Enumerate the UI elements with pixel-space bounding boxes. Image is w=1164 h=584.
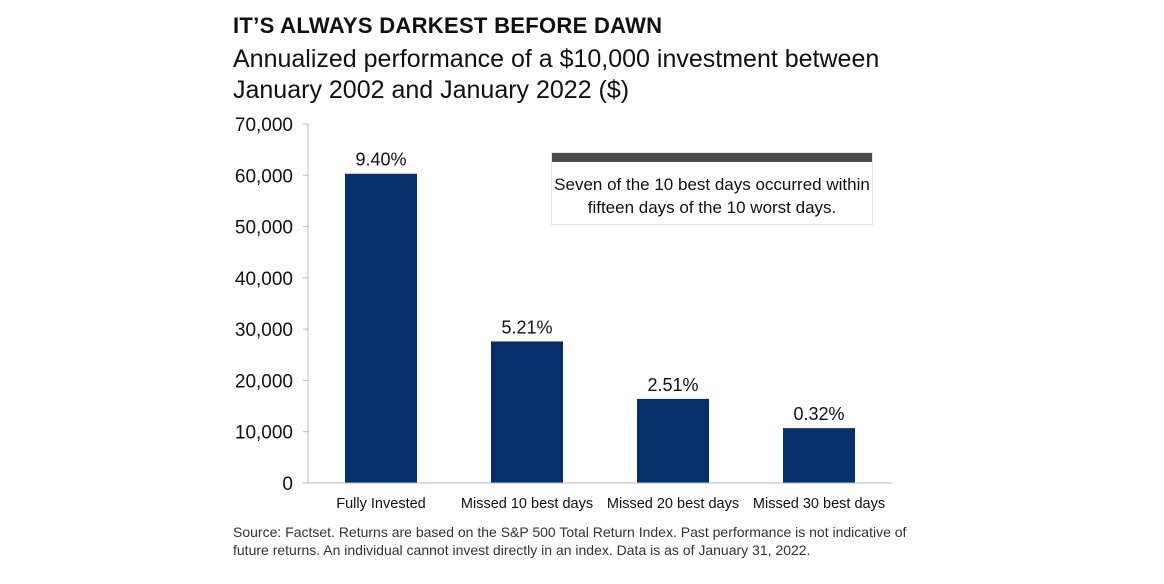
callout-box: Seven of the 10 best days occurred withi…: [551, 152, 873, 225]
bar-data-label: 5.21%: [501, 317, 552, 337]
y-tick-label: 40,000: [235, 269, 293, 290]
x-tick-label: Missed 30 best days: [753, 496, 885, 512]
data-labels: 9.40% 5.21% 2.51% 0.32%: [355, 150, 844, 424]
y-axis: 0 10,000 20,000 30,000 40,000 50,000 60,000 70,…: [235, 115, 309, 495]
x-tick-label: Fully Invested: [336, 496, 425, 512]
callout-accent-bar: [552, 153, 872, 162]
x-tick-label: Missed 20 best days: [607, 496, 739, 512]
y-tick-label: 50,000: [235, 218, 293, 239]
bars: [345, 173, 855, 484]
source-note: Source: Factset. Returns are based on th…: [233, 524, 907, 558]
y-tick-label: 0: [282, 474, 293, 495]
chart-kicker: IT’S ALWAYS DARKEST BEFORE DAWN: [233, 13, 663, 38]
y-tick-label: 10,000: [235, 423, 293, 444]
bar: [637, 398, 709, 483]
bar-data-label: 9.40%: [355, 150, 406, 170]
x-tick-label: Missed 10 best days: [461, 496, 593, 512]
chart-subtitle: Annualized performance of a $10,000 inve…: [233, 45, 880, 104]
y-tick-label: 30,000: [235, 320, 293, 341]
bar: [783, 428, 855, 483]
bar: [491, 341, 563, 483]
y-tick-label: 60,000: [235, 166, 293, 187]
y-tick-label: 70,000: [235, 115, 293, 136]
bar: [345, 173, 417, 484]
callout-text: Seven of the 10 best days occurred withi…: [554, 175, 870, 217]
y-tick-label: 20,000: [235, 371, 293, 392]
bar-data-label: 0.32%: [793, 404, 844, 424]
bar-data-label: 2.51%: [647, 375, 698, 395]
x-axis: Fully Invested Missed 10 best days Missed …: [308, 482, 892, 512]
